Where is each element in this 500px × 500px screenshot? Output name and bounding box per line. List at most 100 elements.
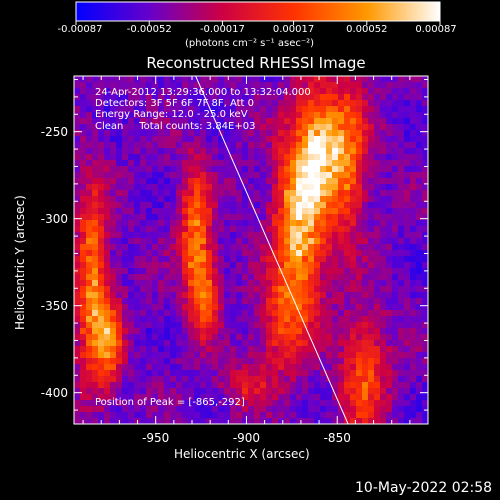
heatmap-cell xyxy=(134,376,141,383)
heatmap-cell xyxy=(308,298,315,305)
heatmap-cell xyxy=(158,166,165,173)
heatmap-cell xyxy=(320,88,327,95)
heatmap-cell xyxy=(110,388,117,395)
heatmap-cell xyxy=(194,376,201,383)
heatmap-cell xyxy=(224,346,231,353)
heatmap-cell xyxy=(302,76,309,83)
heatmap-cell xyxy=(296,130,303,137)
heatmap-cell xyxy=(248,208,255,215)
heatmap-cell xyxy=(314,334,321,341)
heatmap-cell xyxy=(86,118,93,125)
heatmap-cell xyxy=(194,352,201,359)
heatmap-cell xyxy=(134,232,141,239)
heatmap-cell xyxy=(92,418,99,424)
heatmap-cell xyxy=(374,346,381,353)
heatmap-cell xyxy=(212,310,219,317)
heatmap-cell xyxy=(164,286,171,293)
heatmap-cell xyxy=(284,346,291,353)
heatmap-cell xyxy=(416,358,423,365)
heatmap-cell xyxy=(296,160,303,167)
heatmap-cell xyxy=(326,100,333,107)
heatmap-cell xyxy=(320,250,327,257)
heatmap-cell xyxy=(350,226,357,233)
heatmap-cell xyxy=(110,238,117,245)
heatmap-cell xyxy=(362,292,369,299)
heatmap-cell xyxy=(272,400,279,407)
heatmap-cell xyxy=(194,202,201,209)
heatmap-cell xyxy=(218,82,225,89)
heatmap-cell xyxy=(254,334,261,341)
heatmap-cell xyxy=(410,316,417,323)
heatmap-cell xyxy=(242,280,249,287)
heatmap-cell xyxy=(176,82,183,89)
heatmap-cell xyxy=(170,184,177,191)
heatmap-cell xyxy=(248,262,255,269)
heatmap-cell xyxy=(338,94,345,101)
heatmap-cell xyxy=(86,340,93,347)
heatmap-cell xyxy=(74,382,81,389)
heatmap-cell xyxy=(422,418,428,424)
heatmap-cell xyxy=(266,208,273,215)
heatmap-cell xyxy=(140,202,147,209)
heatmap-cell xyxy=(116,184,123,191)
heatmap-cell xyxy=(284,148,291,155)
heatmap-cell xyxy=(176,208,183,215)
heatmap-cell xyxy=(368,400,375,407)
heatmap-cell xyxy=(350,100,357,107)
heatmap-cell xyxy=(350,88,357,95)
heatmap-cell xyxy=(398,274,405,281)
heatmap-cell xyxy=(362,268,369,275)
heatmap-cell xyxy=(416,322,423,329)
heatmap-cell xyxy=(266,190,273,197)
heatmap-cell xyxy=(146,340,153,347)
heatmap-cell xyxy=(308,100,315,107)
heatmap-cell xyxy=(302,82,309,89)
heatmap-cell xyxy=(194,406,201,413)
heatmap-cell xyxy=(320,340,327,347)
heatmap-cell xyxy=(200,208,207,215)
heatmap-cell xyxy=(98,166,105,173)
heatmap-cell xyxy=(290,154,297,161)
heatmap-cell xyxy=(350,82,357,89)
heatmap-cell xyxy=(380,418,387,424)
heatmap-cell xyxy=(122,358,129,365)
heatmap-cell xyxy=(350,76,357,83)
heatmap-cell xyxy=(74,352,81,359)
heatmap-cell xyxy=(356,328,363,335)
heatmap-cell xyxy=(128,244,135,251)
heatmap-cell xyxy=(344,298,351,305)
heatmap-cell xyxy=(326,184,333,191)
heatmap-cell xyxy=(410,346,417,353)
heatmap-cell xyxy=(74,310,81,317)
heatmap-cell xyxy=(386,148,393,155)
heatmap-cell xyxy=(236,202,243,209)
heatmap-cell xyxy=(386,184,393,191)
heatmap-cell xyxy=(362,346,369,353)
heatmap-cell xyxy=(422,274,428,281)
heatmap-cell xyxy=(272,394,279,401)
heatmap-cell xyxy=(98,388,105,395)
heatmap-cell xyxy=(338,292,345,299)
heatmap-cell xyxy=(170,322,177,329)
heatmap-cell xyxy=(308,232,315,239)
heatmap-cell xyxy=(98,226,105,233)
heatmap-cell xyxy=(332,76,339,83)
heatmap-cell xyxy=(146,400,153,407)
heatmap-cell xyxy=(116,370,123,377)
heatmap-cell xyxy=(314,76,321,83)
heatmap-cell xyxy=(362,220,369,227)
heatmap-cell xyxy=(284,244,291,251)
heatmap-cell xyxy=(98,100,105,107)
heatmap-cell xyxy=(338,364,345,371)
heatmap-cell xyxy=(296,286,303,293)
heatmap-cell xyxy=(350,340,357,347)
heatmap-cell xyxy=(302,130,309,137)
heatmap-cell xyxy=(206,340,213,347)
info-line-3: Energy Range: 12.0 - 25.0 keV xyxy=(95,109,248,120)
heatmap-cell xyxy=(86,268,93,275)
heatmap-cell xyxy=(356,196,363,203)
heatmap-cell xyxy=(164,382,171,389)
heatmap-cell xyxy=(386,352,393,359)
heatmap-cell xyxy=(302,214,309,221)
heatmap-cell xyxy=(188,340,195,347)
